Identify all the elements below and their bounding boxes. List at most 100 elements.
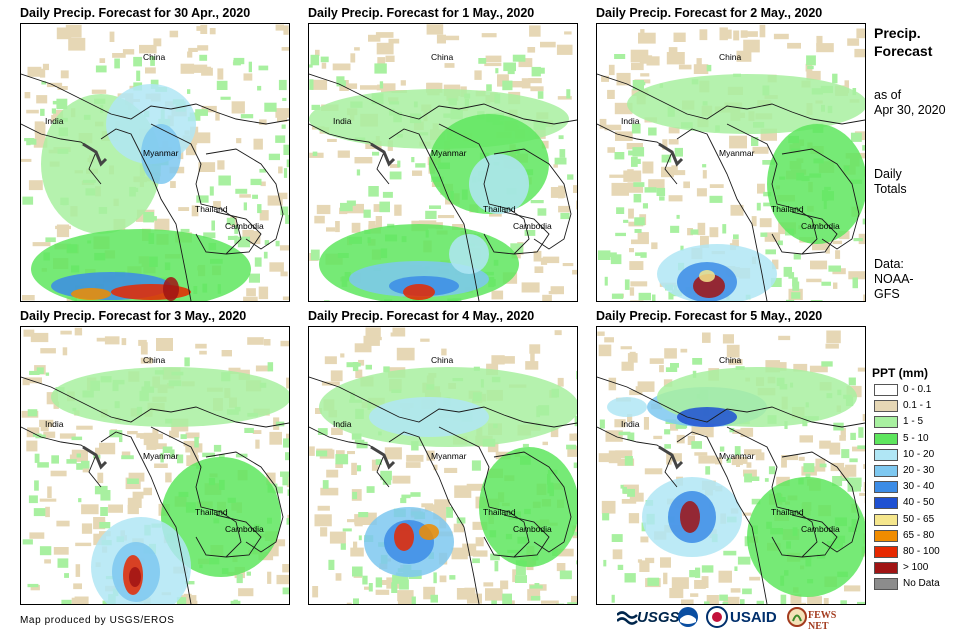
map-label-myanmar: Myanmar xyxy=(719,451,755,461)
rain-cell xyxy=(631,156,638,167)
rain-cell xyxy=(857,445,865,449)
rain-cell xyxy=(444,63,455,68)
map-label-thailand: Thailand xyxy=(771,204,804,214)
rain-cell xyxy=(434,499,450,509)
rain-cell xyxy=(850,432,856,440)
rain-cell xyxy=(436,34,446,44)
rain-cell xyxy=(272,486,283,494)
rain-cell xyxy=(852,277,858,289)
precip-map-svg xyxy=(597,330,865,604)
rain-cell xyxy=(263,339,271,346)
rain-cell xyxy=(630,300,644,301)
fews-net-logo: FEWS NET xyxy=(787,606,836,632)
rain-cell xyxy=(28,180,43,191)
legend-item: 0 - 0.1 xyxy=(872,382,931,398)
rain-blob xyxy=(161,457,281,577)
rain-cell xyxy=(352,362,359,372)
rain-cell xyxy=(809,365,828,373)
rain-cell xyxy=(542,294,552,301)
rain-cell xyxy=(100,490,111,501)
legend-label: 5 - 10 xyxy=(903,432,929,444)
rain-cell xyxy=(354,343,372,353)
rain-cell xyxy=(744,449,762,455)
rain-cell xyxy=(550,428,559,438)
rain-cell xyxy=(99,442,116,455)
map-label-china: China xyxy=(143,355,166,365)
rain-cell xyxy=(269,262,284,272)
rain-cell xyxy=(246,288,256,297)
country-border xyxy=(493,451,572,553)
country-border xyxy=(21,426,102,488)
rain-cell xyxy=(176,597,187,604)
rain-cell xyxy=(351,222,361,233)
rain-cell xyxy=(283,25,289,35)
rain-cell xyxy=(392,327,406,337)
rain-cell xyxy=(695,567,701,578)
rain-cell xyxy=(97,472,104,484)
rain-cell xyxy=(850,132,862,142)
rain-cell xyxy=(136,433,150,438)
rain-cell xyxy=(671,165,678,176)
rain-cell xyxy=(647,577,660,586)
rain-cell xyxy=(618,431,631,436)
rain-cell xyxy=(179,597,183,601)
rain-cell xyxy=(706,595,719,604)
rain-cell xyxy=(664,429,671,435)
rain-cell xyxy=(529,25,541,37)
rain-cell xyxy=(243,73,253,81)
map-label-myanmar: Myanmar xyxy=(143,148,179,158)
rain-cell xyxy=(853,238,863,242)
rain-cell xyxy=(376,87,385,91)
rain-cell xyxy=(664,348,677,359)
rain-cell xyxy=(634,217,645,226)
legend-swatch xyxy=(874,497,898,510)
rain-cell xyxy=(226,217,235,225)
rain-cell xyxy=(280,340,289,347)
rain-cell xyxy=(320,56,329,63)
country-border xyxy=(309,73,577,125)
rain-cell xyxy=(384,447,402,460)
rain-cell xyxy=(743,469,757,477)
rain-cell xyxy=(243,296,258,301)
rain-cell xyxy=(388,38,400,44)
rain-cell xyxy=(56,520,70,527)
rain-blob xyxy=(163,277,179,301)
rain-cell xyxy=(330,370,343,382)
rain-cell xyxy=(559,149,566,158)
rain-cell xyxy=(170,181,176,188)
rain-cell xyxy=(512,54,526,62)
rain-cell xyxy=(781,455,787,468)
rain-cell xyxy=(309,64,313,68)
country-border xyxy=(597,426,678,488)
rain-cell xyxy=(805,473,811,478)
legend-item: No Data xyxy=(872,576,940,592)
rain-cell xyxy=(670,422,679,431)
rain-cell xyxy=(311,104,321,110)
rain-cell xyxy=(352,566,363,577)
rain-cell xyxy=(777,240,783,246)
rain-cell xyxy=(472,550,488,557)
rain-cell xyxy=(153,38,162,47)
rain-cell xyxy=(170,449,175,458)
rain-cell xyxy=(640,536,649,543)
rain-cell xyxy=(537,91,544,99)
rain-cell xyxy=(247,337,264,345)
map-label-india: India xyxy=(333,419,352,429)
country-border xyxy=(21,73,289,125)
rain-cell xyxy=(283,438,289,448)
rain-cell xyxy=(668,139,679,145)
rain-cell xyxy=(845,464,857,477)
rain-cell xyxy=(177,454,184,464)
rain-cell xyxy=(646,56,660,66)
rain-cell xyxy=(757,183,765,194)
legend-swatch xyxy=(874,562,898,575)
rain-cell xyxy=(52,100,59,105)
rain-cell xyxy=(383,366,390,373)
rain-cell xyxy=(723,550,737,556)
rain-cell xyxy=(612,549,623,560)
rain-cell xyxy=(694,580,706,589)
map-label-china: China xyxy=(431,355,454,365)
rain-cell xyxy=(528,78,542,84)
map-label-thailand: Thailand xyxy=(195,204,228,214)
rain-cell xyxy=(701,576,709,588)
